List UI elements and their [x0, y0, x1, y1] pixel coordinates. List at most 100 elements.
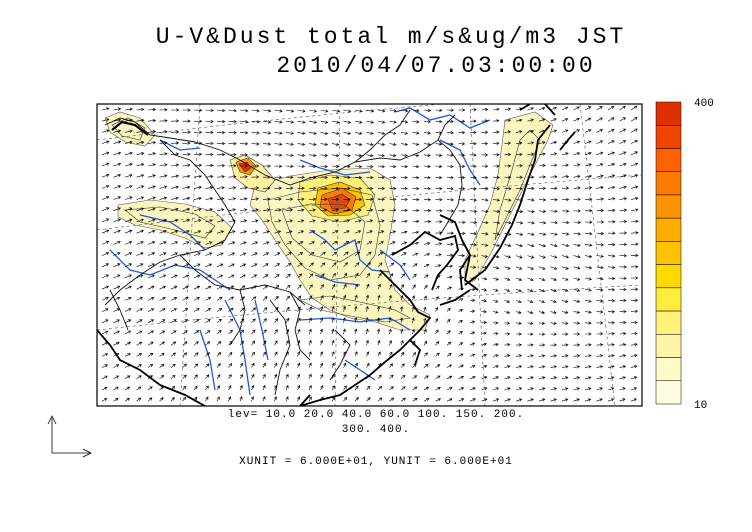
wind-arrow [469, 187, 478, 191]
wind-arrow [297, 131, 306, 135]
wind-arrow [113, 185, 122, 189]
wind-arrow [435, 220, 443, 224]
wind-arrow [308, 219, 316, 223]
wind-arrow [584, 277, 592, 281]
wind-arrow [561, 277, 569, 281]
wind-arrow [101, 240, 110, 245]
wind-arrow [481, 277, 488, 281]
wind-arrow [297, 153, 306, 157]
wind-arrow [170, 174, 179, 178]
wind-arrow [262, 164, 271, 168]
wind-arrow [619, 387, 626, 391]
wind-arrow [412, 197, 420, 202]
wind-arrow [411, 317, 415, 323]
wind-arrow [435, 108, 443, 112]
wind-arrow [147, 364, 154, 368]
wind-arrow [435, 387, 441, 391]
wind-arrow [343, 164, 351, 169]
wind-arrow [285, 373, 289, 379]
wind-arrow [550, 129, 557, 133]
wind-arrow [113, 240, 121, 245]
wind-arrow [101, 274, 110, 279]
wind-arrow [527, 243, 535, 248]
wind-arrow [561, 299, 569, 303]
wind-arrow [101, 162, 110, 167]
wind-arrow [124, 274, 132, 279]
wind-arrow [297, 317, 301, 323]
wind-arrow [584, 129, 592, 133]
wind-arrow [481, 107, 489, 112]
wind-arrow [124, 140, 133, 145]
wind-arrow [400, 386, 406, 391]
wind-arrow [573, 299, 581, 303]
wind-arrow [297, 241, 304, 245]
wind-arrow [366, 272, 370, 279]
wind-arrow [331, 131, 340, 135]
wind-arrow [251, 153, 260, 157]
wind-arrow [619, 354, 627, 358]
wind-arrow [182, 141, 191, 145]
wind-arrow [458, 298, 464, 302]
wind-arrow [274, 120, 283, 124]
wind-arrow [573, 174, 581, 179]
wind-arrow [308, 362, 312, 368]
wind-arrow [228, 197, 237, 201]
wind-arrow [354, 328, 358, 335]
wind-arrow [469, 254, 477, 258]
wind-arrow [297, 306, 301, 312]
wind-arrow [527, 398, 534, 402]
wind-arrow [366, 262, 371, 268]
wind-arrow [113, 151, 122, 156]
wind-arrow [504, 398, 511, 402]
wind-arrow [389, 386, 394, 391]
wind-arrow [136, 207, 145, 212]
wind-arrow [573, 220, 582, 225]
wind-arrow [446, 318, 451, 323]
wind-arrow [469, 331, 476, 335]
wind-arrow [136, 252, 144, 256]
wind-arrow [136, 174, 145, 178]
wind-arrow [607, 117, 615, 122]
wind-arrow [273, 396, 277, 402]
wind-arrow [170, 130, 180, 134]
wind-arrow [343, 351, 347, 357]
wind-vectors [101, 105, 639, 402]
wind-arrow [366, 197, 374, 202]
wind-arrow [170, 385, 176, 391]
wind-arrow [124, 308, 132, 312]
wind-arrow [262, 351, 267, 357]
wind-arrow [538, 288, 546, 293]
reference-vector [47, 415, 92, 458]
wind-arrow [320, 153, 329, 158]
wind-arrow [182, 385, 187, 391]
wind-arrow [481, 254, 489, 258]
wind-arrow [147, 397, 153, 402]
wind-arrow [331, 385, 336, 391]
wind-arrow [550, 221, 558, 225]
wind-arrow [412, 363, 417, 368]
wind-arrow [216, 374, 221, 379]
wind-arrow [319, 339, 323, 346]
wind-arrow [274, 241, 281, 245]
wind-arrow [205, 141, 214, 146]
wind-arrow [147, 174, 156, 178]
wind-arrow [596, 243, 605, 247]
wind-arrow [297, 362, 301, 368]
wind-arrow [170, 252, 179, 256]
wind-arrow [228, 340, 233, 346]
wind-arrow [216, 274, 224, 279]
wind-arrow [239, 307, 245, 312]
wind-arrow [377, 262, 383, 268]
wind-arrow [124, 252, 133, 256]
wind-arrow [596, 332, 604, 336]
wind-arrow [136, 241, 144, 245]
wind-arrow [101, 229, 110, 234]
wind-arrow [239, 175, 248, 179]
wind-arrow [527, 198, 535, 202]
wind-arrow [596, 343, 604, 347]
wind-arrow [504, 141, 512, 145]
wind-arrow [262, 109, 272, 113]
wind-arrow [331, 317, 335, 323]
wind-arrow [550, 140, 558, 145]
wind-arrow [124, 341, 132, 346]
